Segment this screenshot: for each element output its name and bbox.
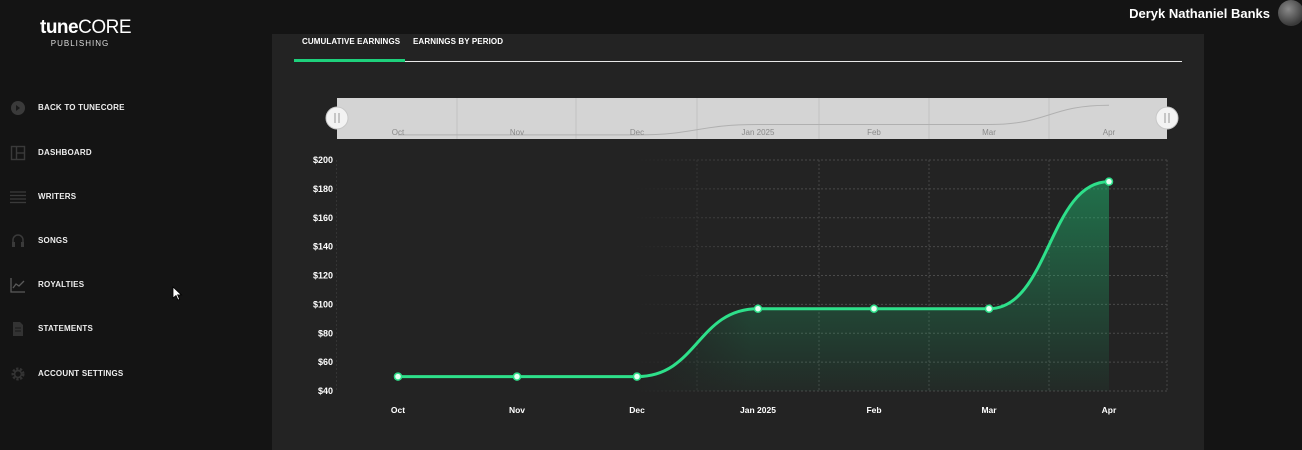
tab-cumulative-earnings[interactable]: CUMULATIVE EARNINGS (302, 37, 401, 46)
sidebar-item-writers[interactable]: WRITERS (0, 185, 240, 209)
sidebar-item-label: SONGS (38, 236, 68, 245)
sidebar-item-label: STATEMENTS (38, 324, 94, 333)
navigator-right-handle[interactable] (1155, 106, 1179, 130)
statements-icon (13, 322, 23, 336)
writers-icon (10, 191, 26, 204)
navigator-left-handle[interactable] (325, 106, 349, 130)
songs-icon (12, 234, 24, 247)
mouse-cursor-icon (172, 286, 183, 301)
logo-subtitle: PUBLISHING (50, 39, 110, 48)
gear-icon (11, 367, 25, 381)
sidebar-item-dashboard[interactable]: DASHBOARD (0, 141, 240, 165)
earnings-panel: CUMULATIVE EARNINGS EARNINGS BY PERIOD (272, 34, 1204, 450)
sidebar-item-statements[interactable]: STATEMENTS (0, 317, 240, 341)
user-menu[interactable]: Deryk Nathaniel Banks (1129, 0, 1302, 26)
tunecore-logo[interactable]: tuneCORE PUBLISHING (40, 17, 132, 49)
sidebar-item-account-settings[interactable]: ACCOUNT SETTINGS (0, 362, 240, 386)
sidebar-item-label: ROYALTIES (38, 280, 85, 289)
active-tab-indicator (294, 59, 405, 62)
sidebar-item-label: WRITERS (38, 192, 77, 201)
sidebar-item-label: DASHBOARD (38, 148, 92, 157)
tab-earnings-by-period[interactable]: EARNINGS BY PERIOD (413, 37, 504, 46)
earnings-tabs: CUMULATIVE EARNINGS EARNINGS BY PERIOD (294, 34, 1182, 62)
back-circle-icon (11, 101, 25, 115)
royalties-chart-icon (10, 278, 25, 293)
sidebar-item-label: ACCOUNT SETTINGS (38, 369, 124, 378)
user-name: Deryk Nathaniel Banks (1129, 5, 1270, 21)
sidebar-item-royalties[interactable]: ROYALTIES (0, 273, 240, 297)
sidebar-item-back-to-tunecore[interactable]: BACK TO TUNECORE (0, 96, 240, 120)
sidebar-item-label: BACK TO TUNECORE (38, 103, 125, 112)
sidebar: tuneCORE PUBLISHING BACK TO TUNECORE DAS… (0, 0, 272, 450)
dashboard-icon (10, 145, 26, 161)
sidebar-item-songs[interactable]: SONGS (0, 229, 240, 253)
avatar[interactable] (1278, 0, 1302, 26)
logo-wordmark: tuneCORE (40, 17, 132, 38)
